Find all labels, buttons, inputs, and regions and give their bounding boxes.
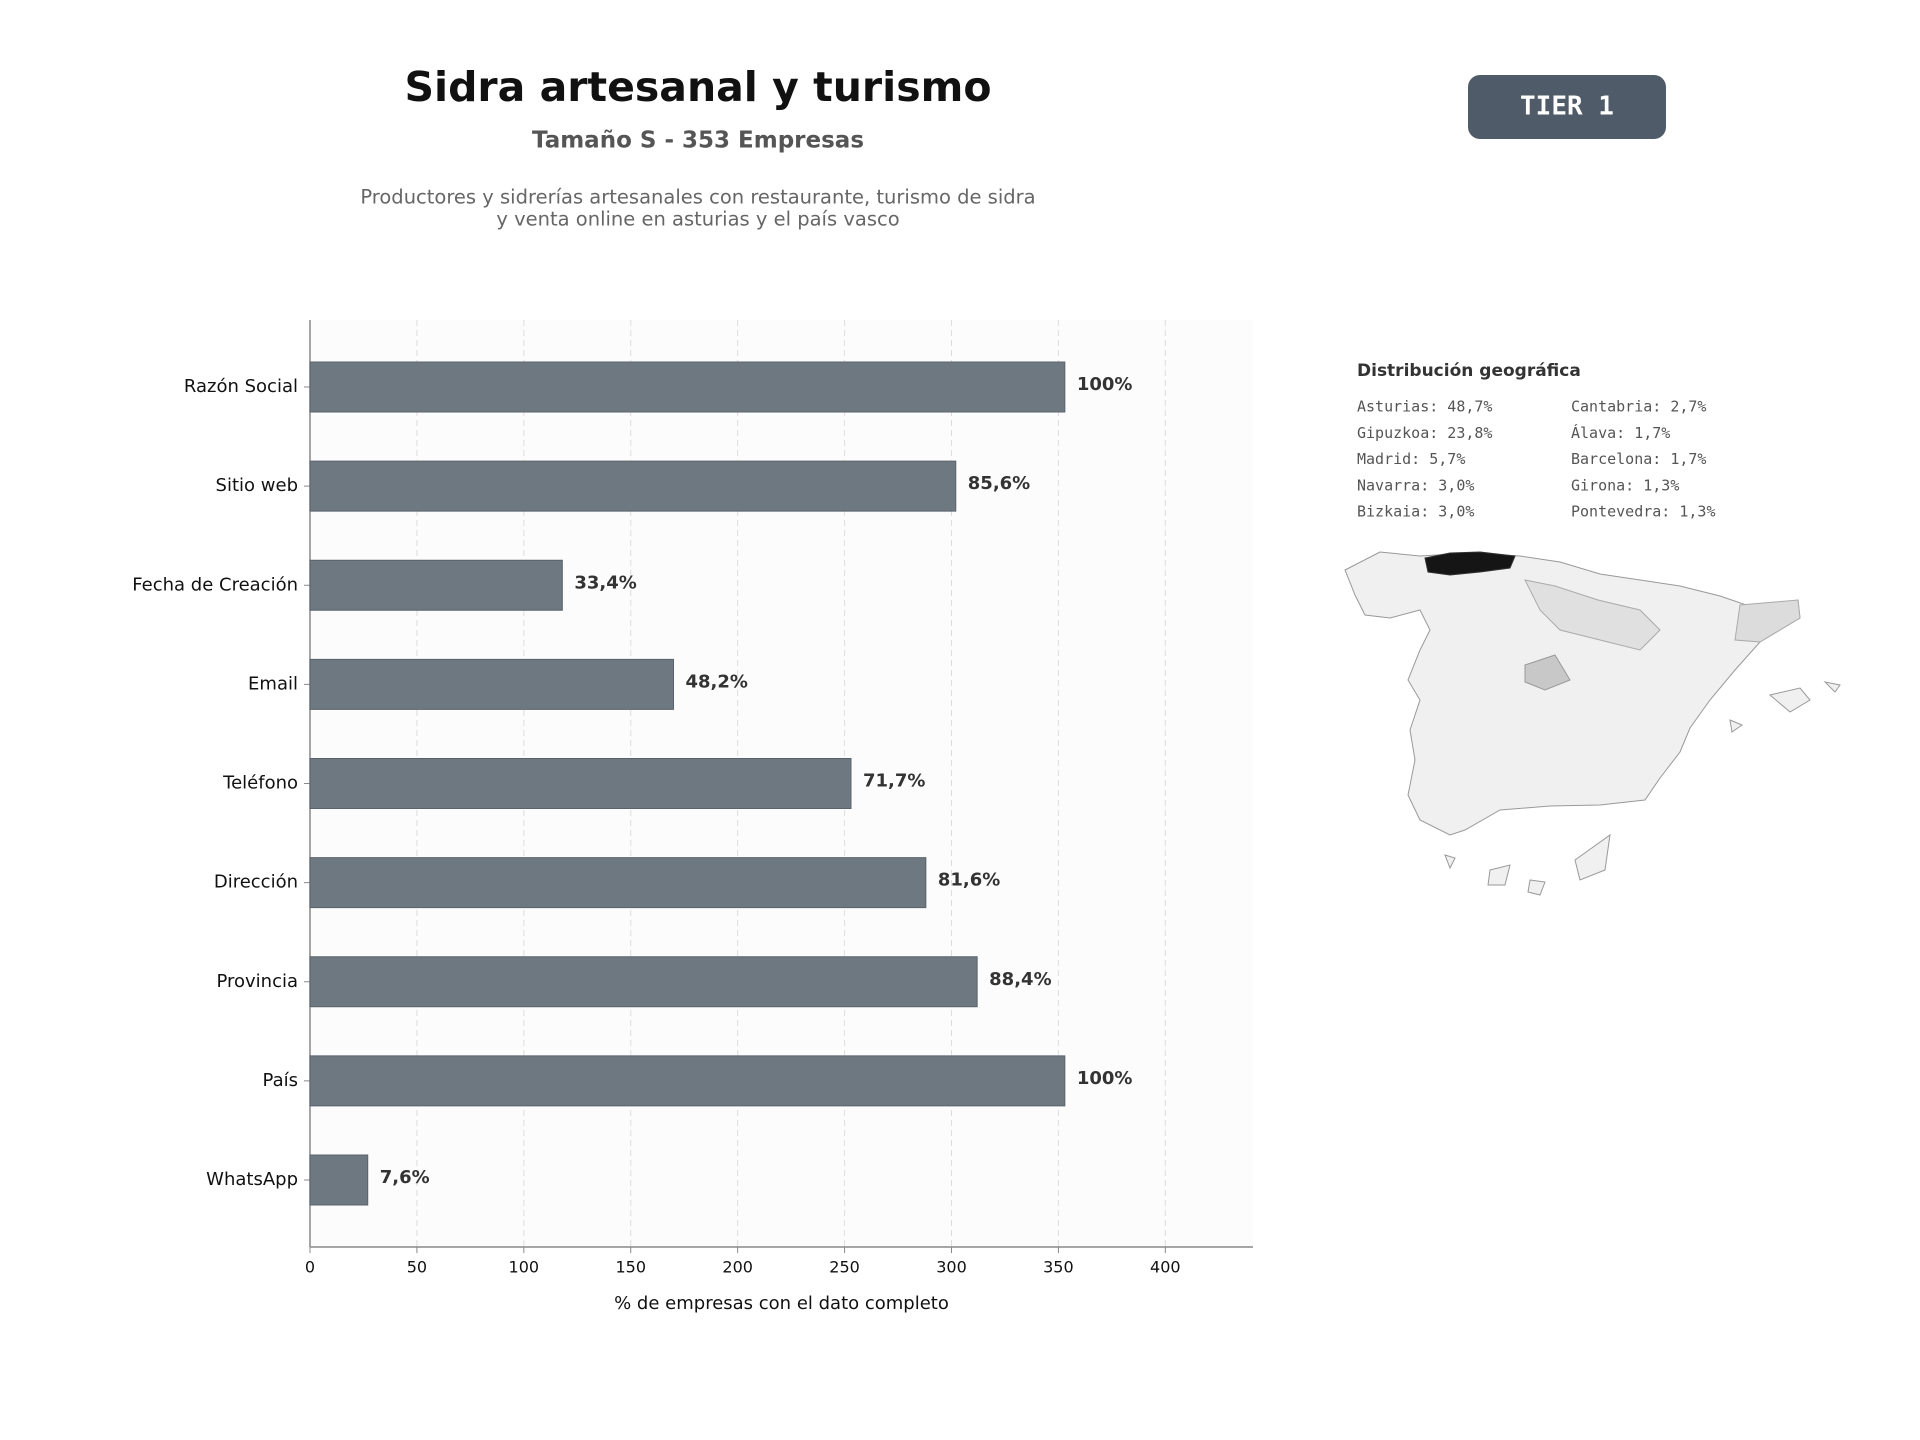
x-tick-label: 350 — [1043, 1258, 1074, 1277]
x-tick-label: 100 — [509, 1258, 540, 1277]
y-tick-label: Dirección — [214, 872, 298, 893]
bar — [309, 758, 852, 809]
y-tick-label: País — [263, 1070, 298, 1091]
bar — [309, 658, 675, 710]
value-label: 85,6% — [968, 473, 1030, 494]
map-islands — [1729, 681, 1841, 733]
x-tick-label: 50 — [407, 1258, 427, 1277]
description-line: y venta online en asturias y el país vas… — [496, 208, 899, 231]
map-islands — [1444, 833, 1611, 896]
value-label: 100% — [1077, 374, 1133, 395]
x-tick-label: 250 — [829, 1258, 860, 1277]
bar — [309, 956, 978, 1008]
geo-item: Álava: 1,7% — [1571, 423, 1670, 442]
value-label: 7,6% — [380, 1167, 430, 1188]
y-tick-label: Razón Social — [184, 376, 298, 397]
value-label: 100% — [1077, 1068, 1133, 1089]
bar — [309, 857, 927, 909]
geo-title: Distribución geográfica — [1357, 361, 1581, 381]
geo-item: Cantabria: 2,7% — [1571, 398, 1706, 416]
value-label: 81,6% — [938, 870, 1000, 891]
geo-item: Bizkaia: 3,0% — [1357, 503, 1474, 521]
geo-item: Girona: 1,3% — [1571, 476, 1679, 494]
map — [1344, 551, 1841, 896]
geo-item: Navarra: 3,0% — [1357, 476, 1474, 494]
geo-item: Gipuzkoa: 23,8% — [1357, 424, 1492, 442]
map-region — [1524, 654, 1571, 691]
bar — [309, 1055, 1066, 1107]
value-label: 71,7% — [863, 771, 925, 792]
y-tick-label: Provincia — [216, 971, 298, 992]
y-tick-label: Teléfono — [222, 773, 298, 794]
bar — [309, 1154, 369, 1206]
x-tick-label: 400 — [1150, 1258, 1181, 1277]
chart-title: Sidra artesanal y turismo — [405, 63, 992, 111]
y-tick-label: Fecha de Creación — [132, 574, 298, 595]
badge — [1468, 75, 1666, 139]
geo-item: Madrid: 5,7% — [1357, 450, 1465, 468]
geo-item: Asturias: 48,7% — [1357, 398, 1492, 416]
y-tick-label: WhatsApp — [206, 1169, 298, 1190]
geo-item: Pontevedra: 1,3% — [1571, 503, 1716, 521]
value-label: 88,4% — [989, 969, 1051, 990]
chart-subtitle: Tamaño S - 353 Empresas — [532, 128, 864, 154]
x-tick-label: 150 — [615, 1258, 646, 1277]
x-axis-label: % de empresas con el dato completo — [614, 1293, 949, 1314]
map-country — [1344, 551, 1801, 836]
description-line: Productores y sidrerías artesanales con … — [360, 186, 1035, 209]
map-region — [1524, 579, 1661, 651]
bar — [309, 559, 563, 611]
x-tick-label: 0 — [305, 1258, 315, 1277]
map-region-highlight — [1424, 551, 1516, 576]
y-tick-label: Email — [248, 673, 298, 694]
x-tick-label: 300 — [936, 1258, 967, 1277]
bar — [309, 361, 1066, 413]
map-region — [1734, 599, 1801, 643]
x-tick-label: 200 — [722, 1258, 753, 1277]
y-tick-label: Sitio web — [216, 475, 298, 496]
value-label: 33,4% — [574, 572, 636, 593]
bar — [309, 460, 957, 512]
badge-label: TIER 1 — [1520, 92, 1614, 122]
value-label: 48,2% — [686, 671, 748, 692]
geo-item: Barcelona: 1,7% — [1571, 450, 1706, 468]
